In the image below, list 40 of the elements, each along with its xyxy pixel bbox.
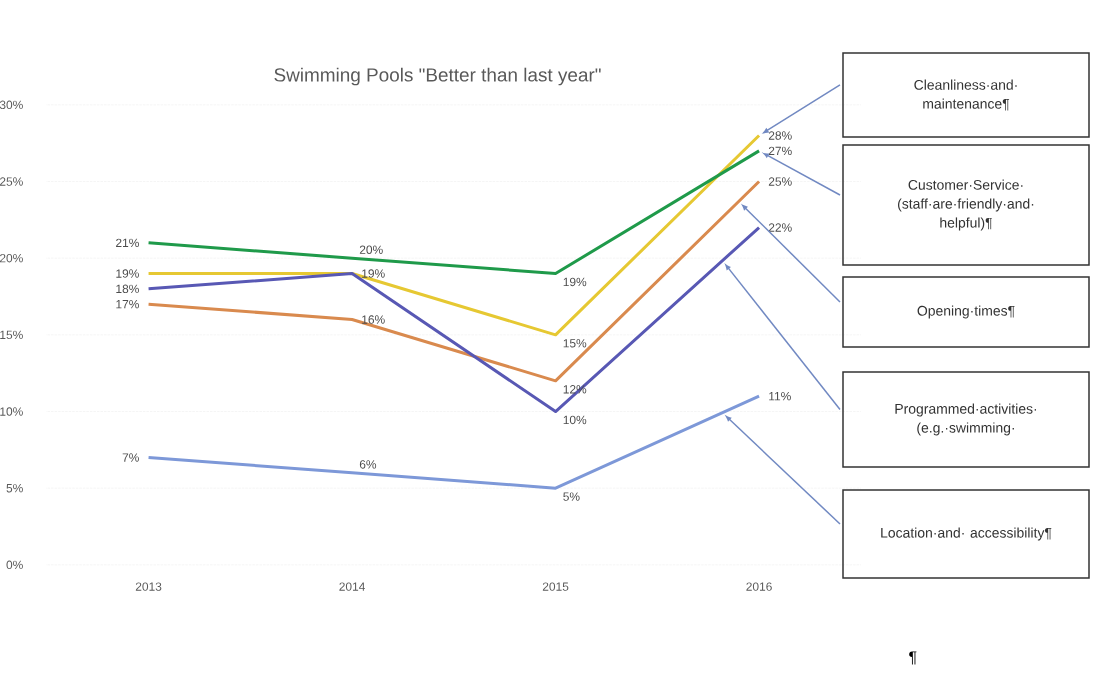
- data-label: 18%: [116, 284, 139, 294]
- line-series: [147, 394, 761, 490]
- y-tick-label: 25%: [0, 177, 23, 186]
- data-label: 25%: [768, 177, 792, 186]
- y-tick-label: 30%: [0, 100, 23, 110]
- data-label: 19%: [116, 269, 139, 278]
- data-label: 7%: [122, 453, 139, 462]
- line-series: [147, 180, 761, 383]
- x-tick-label: 2014: [339, 582, 365, 591]
- chart-title: Swimming Pools "Better than last year": [274, 67, 601, 86]
- data-label: 5%: [563, 492, 580, 501]
- y-tick-label: 10%: [0, 407, 23, 416]
- data-label: 15%: [563, 339, 587, 348]
- x-tick-label: 2016: [746, 582, 772, 591]
- y-tick-label: 5%: [6, 483, 23, 493]
- data-label: 22%: [768, 223, 792, 232]
- data-label: 28%: [768, 131, 792, 140]
- x-tick-label: 2013: [135, 582, 162, 591]
- data-label: 21%: [116, 238, 139, 248]
- data-label: 6%: [359, 460, 377, 469]
- text: Location·and· accessibility¶: [881, 527, 1052, 541]
- x-tick-label: 2015: [542, 582, 569, 591]
- data-label: 11%: [769, 392, 791, 401]
- data-label: 17%: [116, 300, 139, 309]
- data-label: 10%: [563, 415, 587, 425]
- line-series: [147, 149, 761, 276]
- text: Opening·times¶: [917, 305, 1015, 319]
- y-tick-label: 0%: [6, 560, 23, 570]
- text: Customer·Service· (staff·are·friendly·and· helpful)¶: [898, 179, 1034, 231]
- text: Cleanliness·and· maintenance¶: [914, 79, 1017, 111]
- data-label: 19%: [362, 269, 385, 278]
- data-label: 20%: [359, 245, 383, 254]
- y-tick-label: 15%: [0, 330, 23, 340]
- data-label: 19%: [563, 277, 587, 287]
- data-label: 27%: [768, 146, 792, 156]
- line-series: [147, 226, 761, 414]
- y-tick-label: 20%: [0, 253, 23, 263]
- text: Programmed·activities· (e.g.·swimming·: [895, 403, 1037, 436]
- data-label: 16%: [362, 315, 385, 324]
- text: ¶: [909, 651, 917, 665]
